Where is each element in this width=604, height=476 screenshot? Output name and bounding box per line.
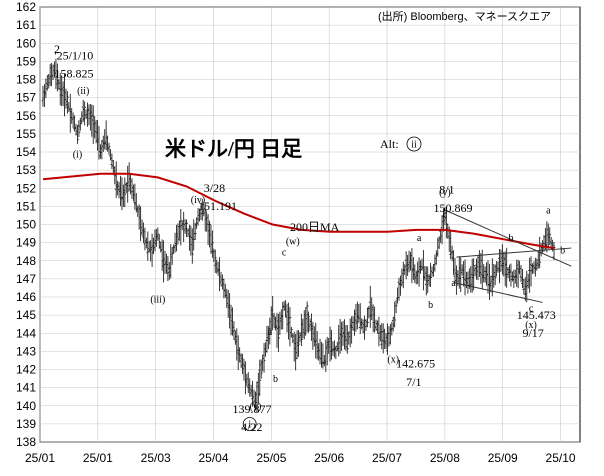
price-annotation-5: 4/22: [241, 420, 262, 434]
wave-label-16: c: [529, 304, 534, 315]
wave-label-19: b: [560, 246, 565, 257]
trendline-1: [456, 247, 572, 258]
gridlines: [39, 6, 581, 443]
wave-label-8: (w): [286, 236, 300, 247]
price-annotation-8: 142.675: [396, 357, 435, 371]
price-annotation-6: 8/1: [439, 183, 454, 197]
wave-labels: (ii)(i)(iv)(iii)ab(v)c(w)(x)ab(y)cabc(x)…: [73, 86, 565, 431]
y-tick-label-143: 143: [16, 344, 36, 358]
wave-label-13: c: [443, 209, 448, 220]
y-tick-label-157: 157: [16, 91, 36, 105]
ma-200-line: [42, 172, 555, 250]
x-tick-label-5: 25/06: [314, 451, 344, 465]
y-tick-label-153: 153: [16, 163, 36, 177]
y-tick-label-147: 147: [16, 272, 36, 286]
y-tick-label-154: 154: [16, 145, 36, 159]
wave-label-2: (iv): [191, 195, 205, 206]
x-tick-label-3: 25/04: [199, 451, 229, 465]
y-tick-label-151: 151: [16, 199, 36, 213]
wave-label-12: (y): [439, 188, 451, 199]
alt-wave-label: ii: [411, 140, 417, 151]
x-gridlines: [39, 7, 561, 442]
y-tick-label-161: 161: [16, 18, 36, 32]
price-annotation-7: 150.869: [433, 201, 472, 215]
wave-label-9: (x): [387, 354, 399, 365]
price-annotation-3: 151.191: [198, 199, 237, 213]
y-tick-label-159: 159: [16, 54, 36, 68]
x-tick-label-6: 25/07: [372, 451, 402, 465]
price-annotation-10: 145.473: [517, 308, 556, 322]
price-annotation-0: '25/1/10: [54, 49, 93, 63]
y-tick-label-148: 148: [16, 254, 36, 268]
wave-label-5: b: [273, 374, 278, 385]
wave-circled-label-0: i: [248, 420, 251, 431]
figure-label: 2: [54, 42, 60, 56]
y-tick-label-149: 149: [16, 236, 36, 250]
price-bars: [41, 58, 556, 413]
y-tick-label-150: 150: [16, 218, 36, 232]
x-tick-label-4: 25/05: [256, 451, 286, 465]
wave-label-1: (i): [73, 149, 82, 160]
source-note: (出所) Bloomberg、マネースクエア: [378, 9, 551, 23]
wave-label-17: (x): [525, 320, 537, 331]
y-tick-label-142: 142: [16, 363, 36, 377]
chart-title: 米ドル/円 日足: [165, 137, 302, 161]
x-tick-label-8: 25/09: [488, 451, 518, 465]
x-tick-label-9: 25/10: [546, 451, 576, 465]
x-tick-label-2: 25/03: [141, 451, 171, 465]
x-axis-ticks: 25/01 25/01 25/03 25/04 25/05 25/06 25/07 25/08…: [25, 451, 576, 465]
x-tick-label-0: 25/01: [25, 451, 55, 465]
trendlines: [444, 209, 572, 303]
y-tick-label-162: 162: [16, 0, 36, 14]
wave-label-6: (v): [250, 401, 262, 412]
price-annotation-2: 3/28: [204, 181, 225, 195]
wave-label-0: (ii): [77, 86, 89, 97]
y-tick-label-156: 156: [16, 109, 36, 123]
price-annotation-4: 139.877: [232, 402, 271, 416]
wave-label-15: b: [508, 233, 513, 244]
y-tick-label-138: 138: [16, 435, 36, 449]
ma-200-label: 200日MA: [290, 220, 340, 234]
y-tick-label-158: 158: [16, 73, 36, 87]
wave-label-3: (iii): [150, 294, 165, 305]
wave-label-18: a: [546, 206, 551, 217]
price-annotations: '25/1/10 158.825 3/28 151.191 139.877 4/22 8/1…: [54, 49, 555, 435]
trendline-0: [444, 209, 572, 267]
price-annotation-1: 158.825: [54, 67, 93, 81]
y-tick-label-144: 144: [16, 326, 36, 340]
y-tick-label-155: 155: [16, 127, 36, 141]
wave-label-10: a: [417, 233, 422, 244]
wave-label-4: a: [268, 327, 273, 338]
y-tick-label-140: 140: [16, 399, 36, 413]
x-tick-label-7: 25/08: [430, 451, 460, 465]
alt-wave-circle: [406, 136, 422, 152]
y-tick-label-145: 145: [16, 308, 36, 322]
x-tick-label-1: 25/01: [83, 451, 113, 465]
y-tick-label-139: 139: [16, 417, 36, 431]
y-tick-label-152: 152: [16, 181, 36, 195]
wave-label-7: c: [282, 247, 287, 258]
y-tick-label-141: 141: [16, 381, 36, 395]
wave-label-14: a: [451, 278, 456, 289]
wave-label-11: b: [428, 300, 433, 311]
y-tick-label-146: 146: [16, 290, 36, 304]
y-tick-label-160: 160: [16, 36, 36, 50]
price-annotation-11: 9/17: [522, 326, 543, 340]
price-annotation-9: 7/1: [406, 375, 421, 389]
wave-circle-0: [242, 417, 257, 431]
trendline-2: [453, 282, 543, 303]
alt-label: Alt:: [380, 137, 399, 151]
y-axis-ticks: 138 139 140 141 142 143 144 145 146 147 148 149 150 1…: [16, 0, 36, 449]
